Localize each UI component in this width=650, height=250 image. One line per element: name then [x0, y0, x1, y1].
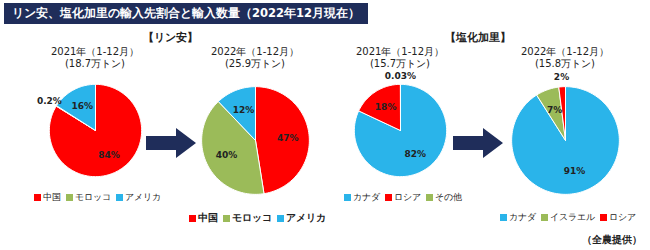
- svg-text:0.2%: 0.2%: [37, 96, 62, 106]
- html-text:(25.9万トン): (25.9万トン): [225, 58, 285, 69]
- html-text:その他: その他: [434, 192, 462, 202]
- svg-text:7%: 7%: [547, 105, 562, 115]
- html-text:アメリカ: アメリカ: [286, 212, 326, 223]
- html-text:モロッコ: モロッコ: [75, 192, 111, 202]
- html-text:2022年（1-12月）: 2022年（1-12月）: [210, 46, 300, 57]
- html-text:2022年（1-12月）: 2022年（1-12月）: [520, 46, 610, 57]
- html-text:【リン安】: 【リン安】: [142, 31, 198, 44]
- svg-text:12%: 12%: [233, 105, 255, 115]
- html-text:イスラエル: イスラエル: [549, 212, 595, 222]
- svg-text:47%: 47%: [277, 133, 299, 143]
- html-text:リン安、塩化加里の輸入先割合と輸入数量（2022年12月現在: リン安、塩化加里の輸入先割合と輸入数量（2022年12月現在）: [12, 6, 360, 20]
- html-text:(15.7万トン): (15.7万トン): [370, 58, 430, 69]
- html-text:ロシア: ロシア: [393, 192, 421, 202]
- html-text:ロシア: ロシア: [608, 212, 636, 222]
- svg-text:91%: 91%: [564, 166, 586, 176]
- html-text:カナダ: カナダ: [352, 192, 380, 202]
- html-text:モロッコ: モロッコ: [232, 212, 272, 223]
- html-text:アメリカ: アメリカ: [125, 192, 161, 202]
- svg-text:40%: 40%: [216, 150, 238, 160]
- html-text:(18.7万トン): (18.7万トン): [65, 58, 125, 69]
- html-text:(15.8万トン): (15.8万トン): [535, 58, 595, 69]
- html-text:【塩化加里】: 【塩化加里】: [445, 31, 511, 44]
- svg-text:18%: 18%: [375, 102, 397, 112]
- svg-text:2%: 2%: [554, 72, 569, 82]
- html-text:2021年（1-12月）: 2021年（1-12月）: [355, 46, 445, 57]
- svg-text:16%: 16%: [71, 101, 93, 111]
- html-text:中国: 中国: [198, 212, 218, 223]
- html-text:中国: 中国: [43, 192, 61, 202]
- svg-text:82%: 82%: [405, 149, 427, 159]
- svg-text:84%: 84%: [98, 150, 120, 160]
- html-text:カナダ: カナダ: [508, 212, 536, 222]
- html-text:2021年（1-12月）: 2021年（1-12月）: [50, 46, 140, 57]
- svg-text:0.03%: 0.03%: [385, 71, 416, 81]
- html-text:（全農提供）: （全農提供）: [582, 234, 642, 245]
